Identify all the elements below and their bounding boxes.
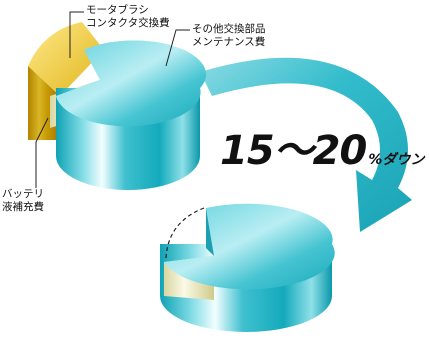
headline-unit: %ダウン [368,152,425,168]
reduction-headline: 15～20 %ダウン [220,118,424,176]
label-motor-line1: モータブラシ [86,4,149,16]
label-battery-line2: 液補充費 [2,201,44,213]
pie-after [160,203,335,332]
label-other-parts: その他交換部品 メンテナンス費 [192,23,266,49]
label-battery: バッテリ 液補充費 [2,188,44,214]
wedge-other-parts [56,40,206,190]
label-other-line2: メンテナンス費 [192,36,266,48]
leader-motor [69,11,84,58]
label-other-line1: その他交換部品 [192,23,266,35]
label-battery-line1: バッテリ [2,188,44,200]
label-motor-brush: モータブラシ コンタクタ交換費 [86,4,170,30]
leader-other [165,29,190,67]
removed-portion-outline [165,207,205,259]
leader-battery [35,117,49,188]
pie-before [28,22,206,190]
leader-lines [35,11,190,188]
label-motor-line2: コンタクタ交換費 [86,17,170,29]
headline-percent-range: 15～20 [220,128,367,174]
reduction-arrow [200,57,412,232]
